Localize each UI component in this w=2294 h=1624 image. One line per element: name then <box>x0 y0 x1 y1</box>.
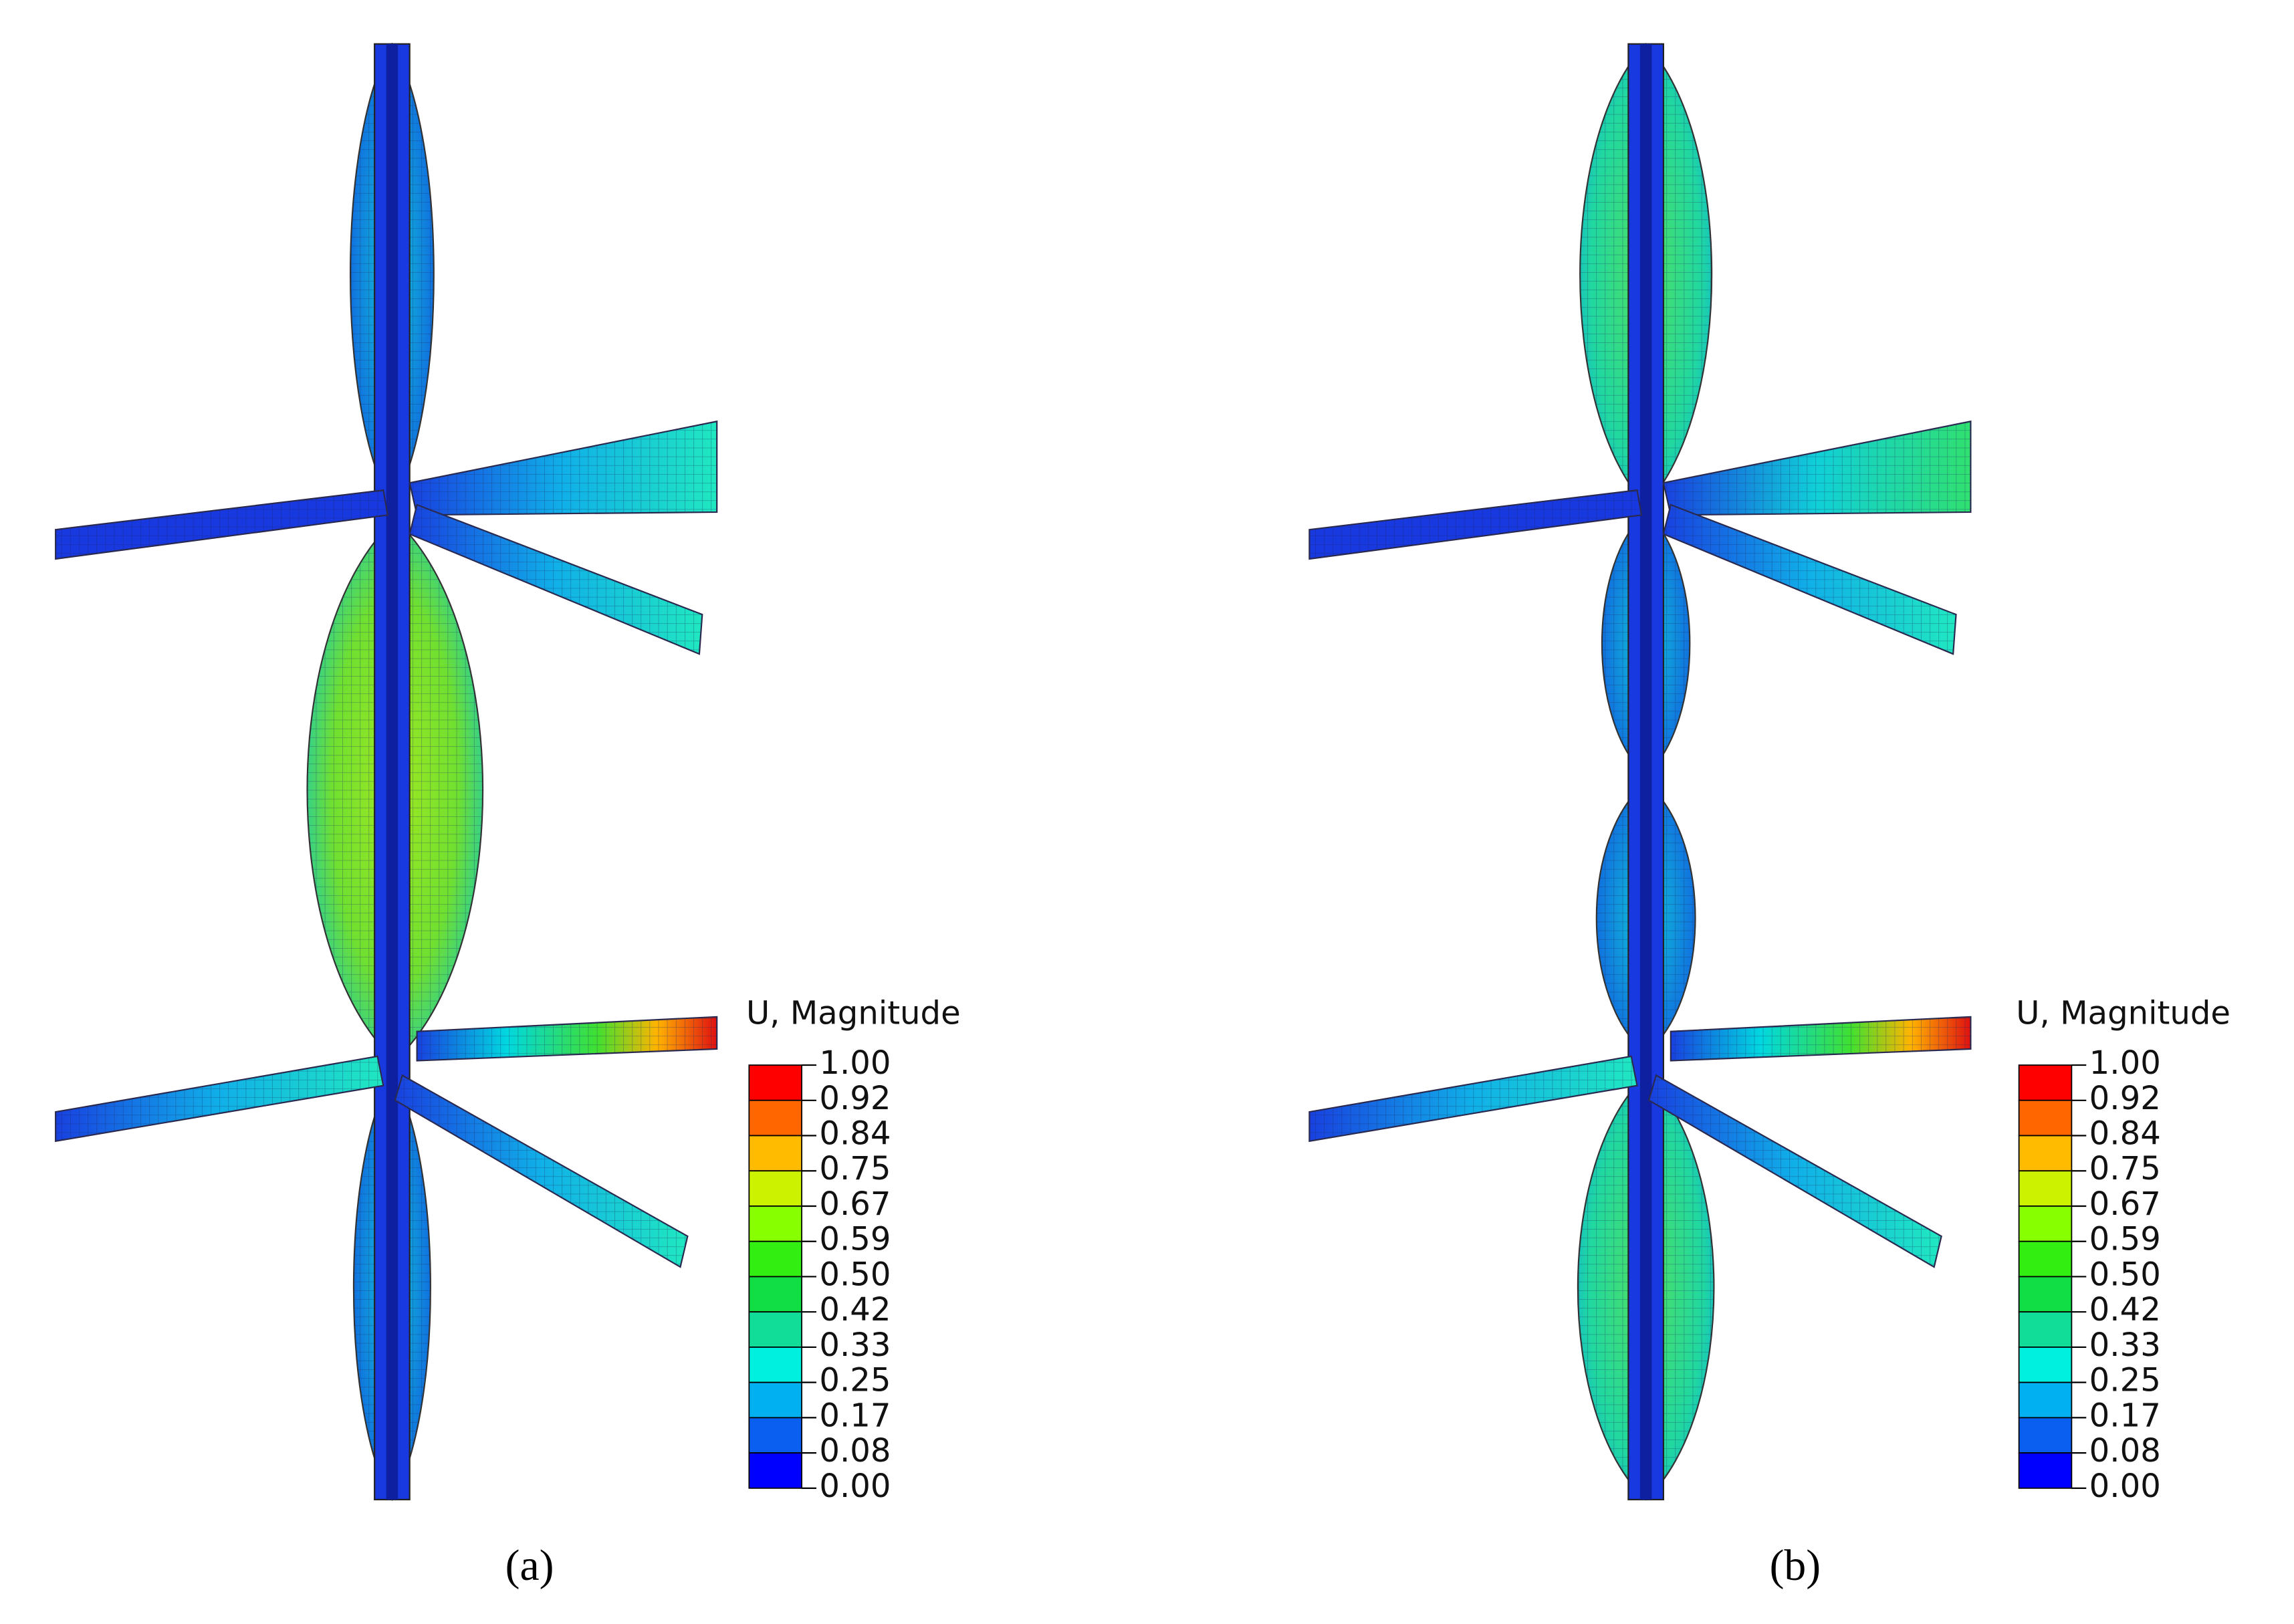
legend-label: 0.84 <box>2089 1115 2161 1153</box>
mesh <box>1663 421 1971 515</box>
legend-swatch <box>2018 1135 2073 1172</box>
legend-label: 0.00 <box>2089 1468 2161 1505</box>
legend-label: 1.00 <box>2089 1044 2161 1082</box>
legend-label: 0.33 <box>819 1326 891 1364</box>
legend-label: 0.33 <box>2089 1326 2161 1364</box>
legend-swatch <box>748 1452 802 1489</box>
legend-swatch <box>748 1064 802 1101</box>
mesh <box>409 504 703 655</box>
legend-label: 0.59 <box>2089 1221 2161 1258</box>
legend-swatch <box>748 1381 802 1419</box>
legend-swatch <box>748 1099 802 1137</box>
legend-swatch <box>748 1205 802 1242</box>
legend-label: 0.92 <box>819 1080 891 1117</box>
legend-label: 0.92 <box>2089 1080 2161 1117</box>
legend-swatch <box>748 1311 802 1348</box>
mesh <box>1649 1075 1942 1268</box>
legend-swatch <box>748 1170 802 1207</box>
panel-caption: (b) <box>1770 1542 1821 1590</box>
legend-swatch <box>748 1240 802 1278</box>
legend-swatch <box>2018 1311 2073 1348</box>
fe-model <box>55 42 718 1502</box>
legend-label: 0.42 <box>819 1291 891 1328</box>
legend-swatch <box>2018 1276 2073 1313</box>
fe-model <box>1308 43 1972 1501</box>
mesh <box>55 1056 384 1141</box>
legend-label: 0.75 <box>819 1150 891 1187</box>
legend-swatch <box>2018 1452 2073 1489</box>
legend-swatch <box>748 1135 802 1172</box>
legend-swatch <box>2018 1347 2073 1383</box>
legend-label: 0.08 <box>819 1432 891 1470</box>
column-web <box>1639 43 1652 1500</box>
legend-swatch <box>2018 1381 2073 1419</box>
legends: U, Magnitude1.000.920.840.750.670.590.50… <box>505 995 2230 1590</box>
column-web <box>386 43 398 1500</box>
legend-swatch <box>2018 1170 2073 1207</box>
legend-label: 0.25 <box>819 1362 891 1399</box>
legend-swatch <box>2018 1205 2073 1242</box>
legend-title: U, Magnitude <box>2016 995 2230 1032</box>
legend-label: 1.00 <box>819 1044 891 1082</box>
legend-label: 0.17 <box>2089 1397 2161 1434</box>
legend-label: 0.00 <box>819 1468 891 1505</box>
legend-swatch <box>2018 1064 2073 1101</box>
legend-label: 0.42 <box>2089 1291 2161 1328</box>
mesh <box>1309 1056 1637 1141</box>
fe-models <box>55 42 1972 1502</box>
color-legend: U, Magnitude 1.000.920.840.750.670.590.50… <box>746 995 961 1505</box>
legend-label: 0.17 <box>819 1397 891 1434</box>
legend-swatch <box>748 1276 802 1313</box>
legend-label: 0.59 <box>819 1221 891 1258</box>
panel-caption: (a) <box>505 1542 554 1590</box>
legend-title: U, Magnitude <box>746 995 961 1032</box>
legend-label: 0.50 <box>2089 1256 2161 1293</box>
legend-label: 0.84 <box>819 1115 891 1153</box>
legend-label: 0.75 <box>2089 1150 2161 1187</box>
legend-label: 0.67 <box>2089 1185 2161 1223</box>
legend-swatch <box>2018 1417 2073 1454</box>
mesh <box>409 421 717 515</box>
legend-label: 0.25 <box>2089 1362 2161 1399</box>
legend-swatch <box>748 1417 802 1454</box>
legend-swatch <box>2018 1240 2073 1278</box>
mesh <box>55 490 388 559</box>
legend-label: 0.50 <box>819 1256 891 1293</box>
legend-swatch <box>2018 1099 2073 1137</box>
legend-swatch <box>748 1347 802 1383</box>
mesh <box>1663 504 1956 655</box>
color-legend: U, Magnitude 1.000.920.840.750.670.590.50… <box>2016 995 2230 1505</box>
mesh <box>394 1075 688 1268</box>
legend-label: 0.08 <box>2089 1432 2161 1470</box>
legend-label: 0.67 <box>819 1185 891 1223</box>
mesh <box>1309 490 1642 559</box>
